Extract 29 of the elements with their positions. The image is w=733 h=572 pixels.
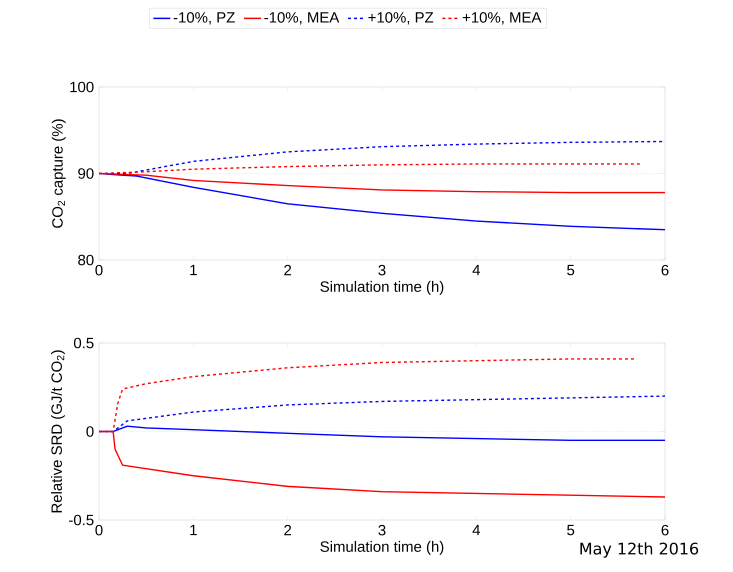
- y-tick-label: 0: [86, 426, 94, 437]
- y-tick-label: 0.5: [74, 338, 94, 348]
- x-axis-title: Simulation time (h): [320, 280, 444, 295]
- y-tick-label: -0.5: [69, 514, 94, 526]
- x-tick-label: 6: [662, 524, 669, 536]
- y-tick-label: 80: [78, 254, 94, 266]
- y-tick-label: 100: [70, 82, 94, 92]
- x-tick-label: 6: [662, 264, 669, 276]
- x-tick-label: 3: [378, 264, 386, 276]
- x-tick-label: 2: [284, 264, 292, 276]
- x-tick-label: 4: [472, 524, 480, 536]
- x-tick-label: 1: [190, 524, 197, 536]
- legend-label: -10%, PZ: [174, 12, 235, 24]
- x-tick-label: 2: [284, 524, 292, 536]
- x-tick-label: 4: [472, 264, 480, 276]
- text: May 12th 2016: [580, 542, 698, 558]
- y-tick-label: 90: [78, 168, 94, 179]
- x-tick-label: 3: [378, 524, 386, 536]
- legend-label: +10%, MEA: [462, 12, 542, 24]
- x-axis-title: Simulation time (h): [320, 540, 444, 555]
- x-tick-label: 5: [567, 524, 574, 536]
- legend-label: -10%, MEA: [264, 12, 340, 24]
- x-tick-label: 0: [95, 524, 103, 536]
- x-tick-label: 5: [567, 264, 574, 276]
- y-axis-title: CO$_{2}$ capture (%): [52, 119, 66, 228]
- x-tick-label: 1: [190, 264, 197, 276]
- legend-label: +10%, PZ: [368, 12, 434, 24]
- x-tick-label: 0: [95, 264, 103, 276]
- y-axis-title: Relative SRD (GJ/t CO$_{2}$): [50, 350, 65, 512]
